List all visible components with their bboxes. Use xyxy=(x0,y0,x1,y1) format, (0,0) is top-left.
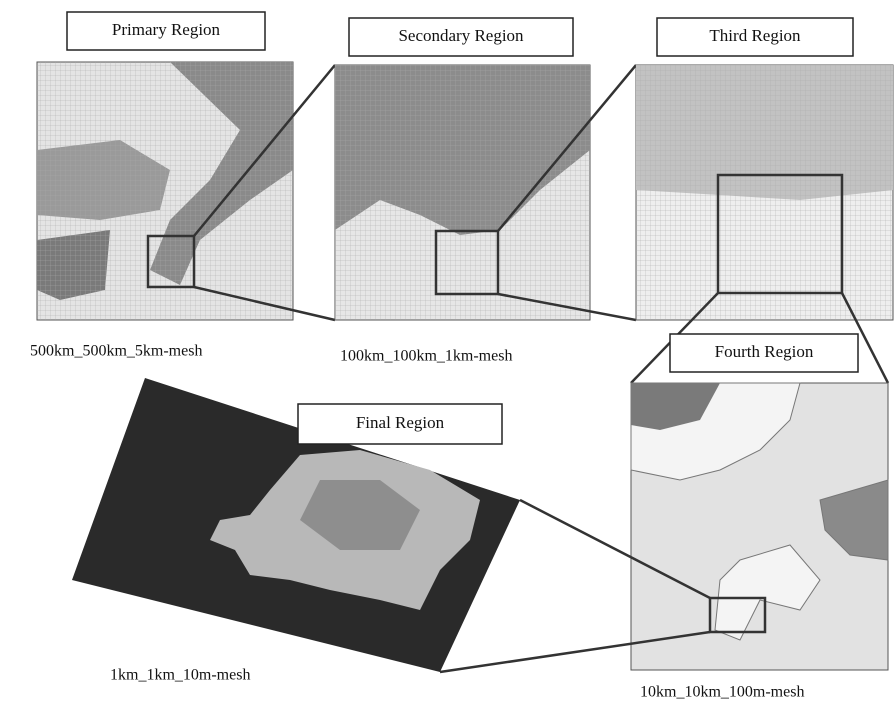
region-caption: 10km_10km_100m-mesh xyxy=(640,684,804,701)
fourth-panel: Fourth Region 10km_10km_100m-mesh xyxy=(631,334,888,701)
final-panel: Final Region 1km_1km_10m-mesh xyxy=(72,378,520,684)
region-label: Primary Region xyxy=(112,20,221,39)
secondary-panel: Secondary Region 100km_100km_1km-mesh xyxy=(335,18,590,365)
region-caption: 500km_500km_5km-mesh xyxy=(30,343,202,360)
region-label: Fourth Region xyxy=(715,342,814,361)
region-label: Final Region xyxy=(356,413,445,432)
region-caption: 100km_100km_1km-mesh xyxy=(340,348,512,365)
region-label: Secondary Region xyxy=(398,26,524,45)
diagram: Primary Region 500km_500km_5km-mesh Seco… xyxy=(0,0,896,707)
region-label: Third Region xyxy=(709,26,801,45)
grid xyxy=(335,65,590,320)
primary-panel: Primary Region 500km_500km_5km-mesh xyxy=(30,12,293,360)
grid xyxy=(636,65,893,320)
third-panel: Third Region xyxy=(636,18,893,320)
region-caption: 1km_1km_10m-mesh xyxy=(110,667,250,684)
grid xyxy=(37,62,293,320)
